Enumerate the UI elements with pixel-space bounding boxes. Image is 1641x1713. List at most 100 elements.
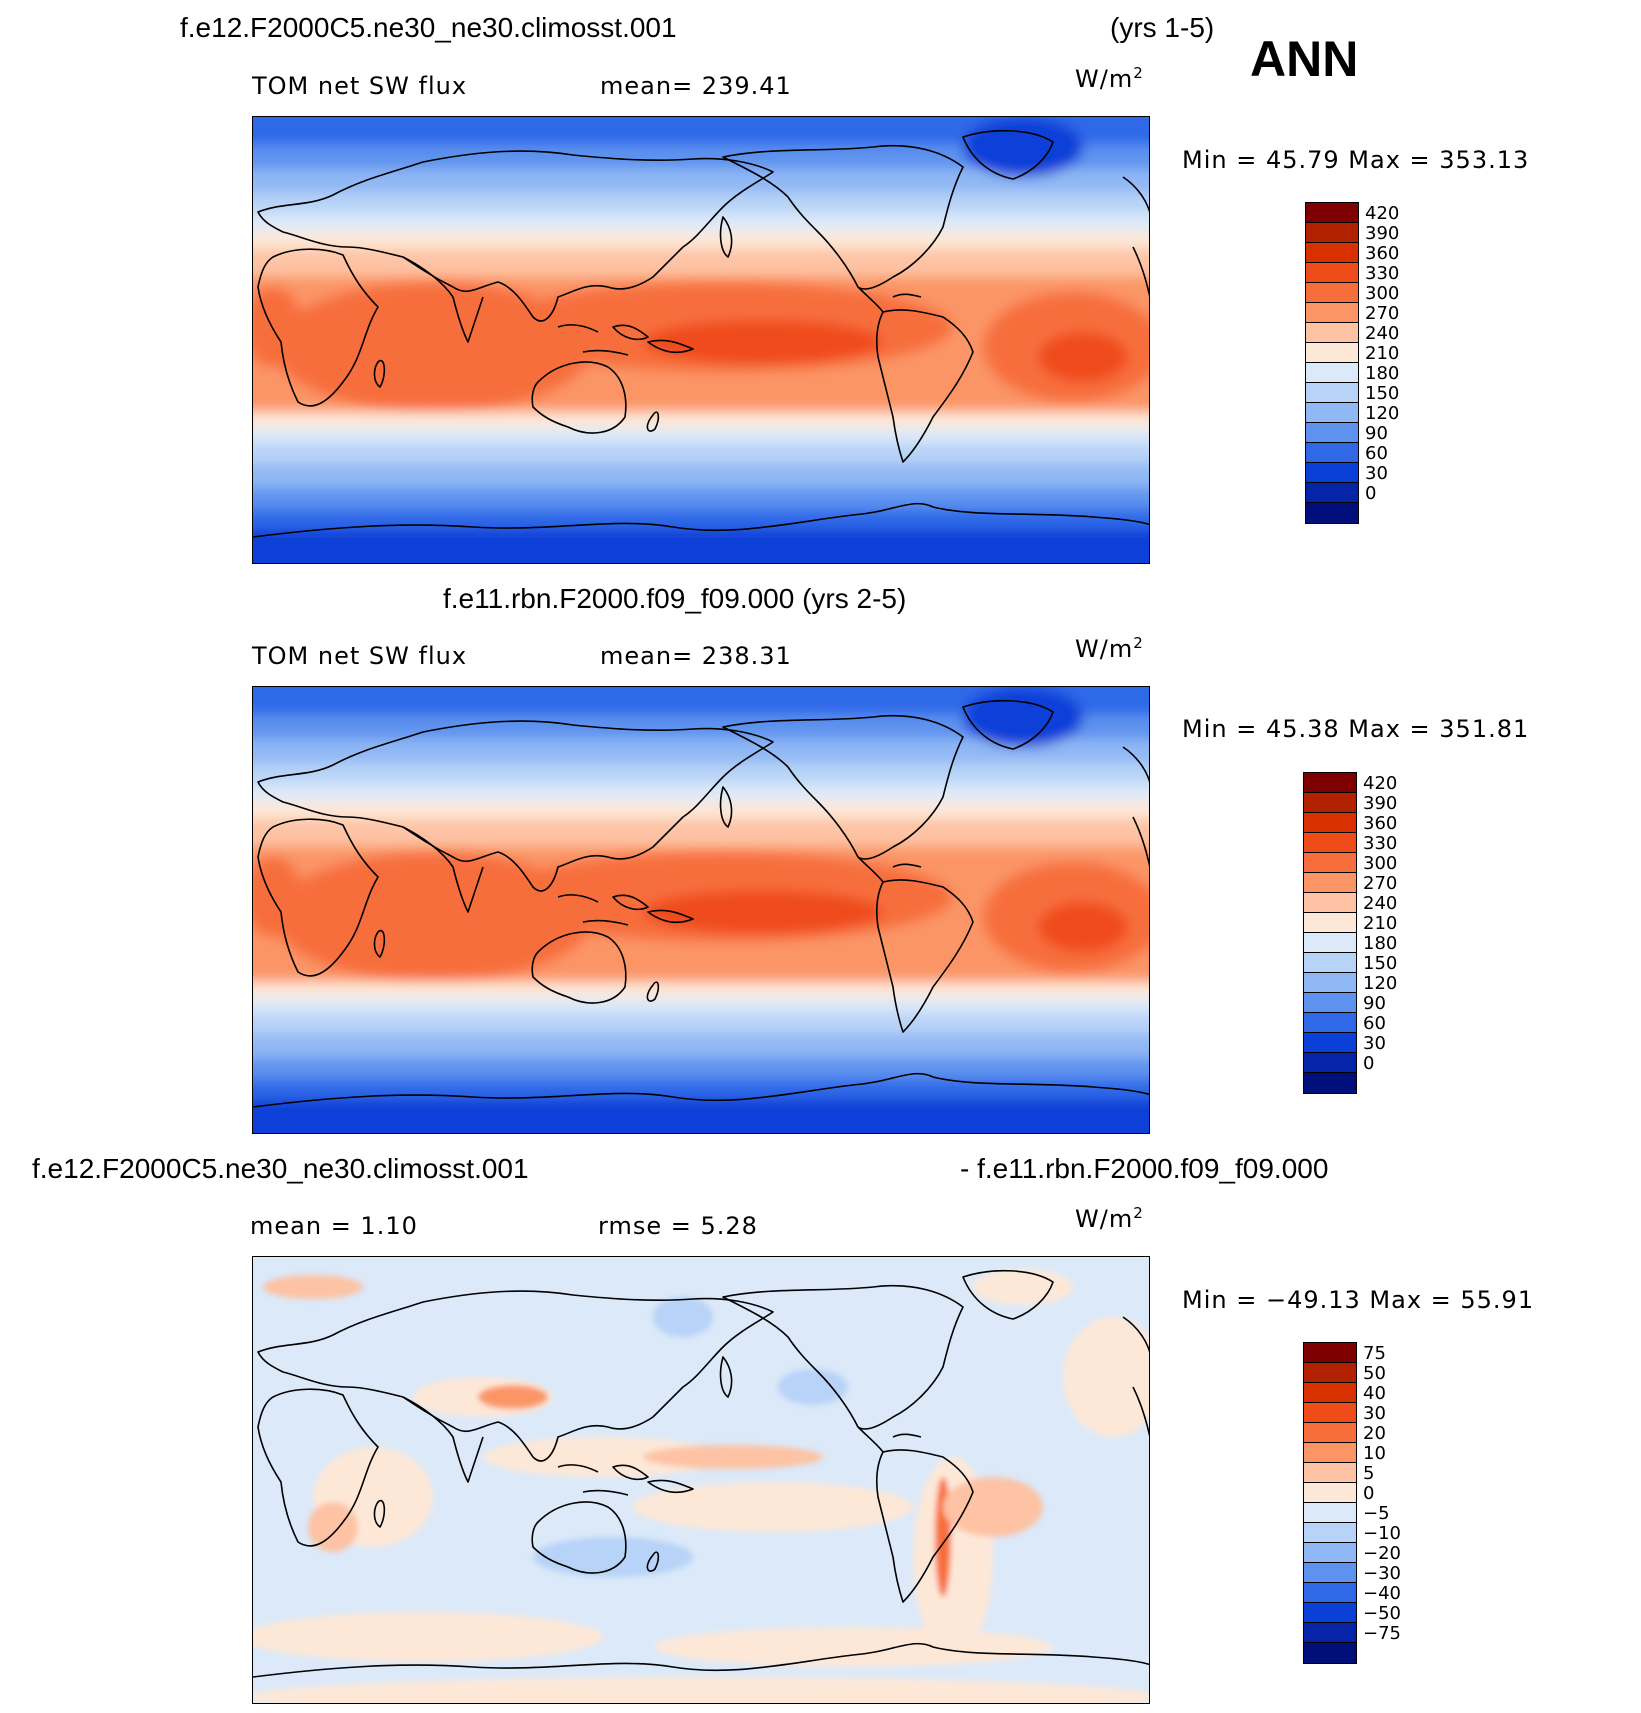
colorbar-label: 0 (1365, 483, 1377, 504)
colorbar-label: 90 (1363, 993, 1386, 1014)
colorbar-cell (1304, 953, 1356, 973)
panel2-map (252, 686, 1150, 1134)
colorbar-cell (1304, 1483, 1356, 1503)
colorbar-label: 390 (1365, 223, 1400, 244)
colorbar-label: 210 (1365, 343, 1400, 364)
panel1-map (252, 116, 1150, 564)
panel3-mean: mean = 1.10 (250, 1212, 418, 1240)
colorbar-cell (1306, 483, 1358, 503)
colorbar-label: 390 (1363, 793, 1398, 814)
colorbar-label: 150 (1363, 953, 1398, 974)
colorbar-cell (1306, 343, 1358, 363)
colorbar-cell (1304, 1523, 1356, 1543)
colorbar-cell (1304, 993, 1356, 1013)
colorbar-cell (1304, 1623, 1356, 1643)
colorbar-label: −50 (1363, 1603, 1401, 1624)
colorbar-cell (1304, 933, 1356, 953)
panel2-field-svg (253, 687, 1149, 1134)
colorbar-label: 360 (1365, 243, 1400, 264)
panel2-units: W/m2 (1075, 634, 1144, 663)
colorbar-label: 5 (1363, 1463, 1375, 1484)
panel1-title-right: (yrs 1-5) (1110, 12, 1215, 43)
colorbar-label: 20 (1363, 1423, 1386, 1444)
colorbar-label: −40 (1363, 1583, 1401, 1604)
panel1-colorbar (1305, 202, 1359, 524)
colorbar-cell (1306, 243, 1358, 263)
panel3-rmse: rmse = 5.28 (598, 1212, 758, 1240)
colorbar-cell (1304, 853, 1356, 873)
colorbar-label: 0 (1363, 1053, 1375, 1074)
colorbar-label: −5 (1363, 1503, 1390, 1524)
colorbar-cell (1304, 1033, 1356, 1053)
panel1-minmax: Min = 45.79 Max = 353.13 (1182, 146, 1530, 174)
colorbar-cell (1304, 1543, 1356, 1563)
colorbar-cell (1304, 893, 1356, 913)
panel3-title-right: - f.e11.rbn.F2000.f09_f09.000 (960, 1153, 1329, 1184)
colorbar-label: 420 (1365, 203, 1400, 224)
colorbar-cell (1306, 383, 1358, 403)
colorbar-label: 180 (1365, 363, 1400, 384)
colorbar-cell (1304, 1343, 1356, 1363)
colorbar-cell (1306, 443, 1358, 463)
colorbar-cell (1304, 1603, 1356, 1623)
colorbar-label: −30 (1363, 1563, 1401, 1584)
colorbar-cell (1304, 793, 1356, 813)
colorbar-cell (1306, 303, 1358, 323)
colorbar-cell (1304, 1013, 1356, 1033)
colorbar-label: 0 (1363, 1483, 1375, 1504)
colorbar-label: 90 (1365, 423, 1388, 444)
colorbar-cell (1306, 463, 1358, 483)
colorbar-cell (1306, 403, 1358, 423)
colorbar-label: 300 (1365, 283, 1400, 304)
colorbar-cell (1304, 1053, 1356, 1073)
colorbar-label: 210 (1363, 913, 1398, 934)
panel3-units: W/m2 (1075, 1204, 1144, 1233)
colorbar-label: 180 (1363, 933, 1398, 954)
colorbar-cell (1304, 1443, 1356, 1463)
colorbar-cell (1306, 503, 1358, 523)
colorbar-label: 420 (1363, 773, 1398, 794)
colorbar-label: 150 (1365, 383, 1400, 404)
colorbar-label: −20 (1363, 1543, 1401, 1564)
colorbar-label: 240 (1363, 893, 1398, 914)
colorbar-cell (1304, 1073, 1356, 1093)
panel2-variable-label: TOM net SW flux (252, 642, 468, 670)
colorbar-label: 30 (1363, 1403, 1386, 1424)
colorbar-cell (1304, 1583, 1356, 1603)
panel3-map (252, 1256, 1150, 1704)
colorbar-cell (1306, 323, 1358, 343)
panel2-minmax: Min = 45.38 Max = 351.81 (1182, 715, 1530, 743)
panel2-colorbar (1303, 772, 1357, 1094)
colorbar-cell (1304, 813, 1356, 833)
colorbar-label: 270 (1363, 873, 1398, 894)
colorbar-label: 75 (1363, 1343, 1386, 1364)
panel1-variable-label: TOM net SW flux (252, 72, 468, 100)
colorbar-label: 50 (1363, 1363, 1386, 1384)
colorbar-label: −10 (1363, 1523, 1401, 1544)
colorbar-cell (1304, 873, 1356, 893)
panel3-title-left: f.e12.F2000C5.ne30_ne30.climosst.001 (32, 1153, 529, 1184)
colorbar-label: 30 (1363, 1033, 1386, 1054)
colorbar-cell (1304, 1463, 1356, 1483)
colorbar-cell (1306, 203, 1358, 223)
colorbar-label: 270 (1365, 303, 1400, 324)
panel3-minmax: Min = −49.13 Max = 55.91 (1182, 1286, 1535, 1314)
panel1-field-svg (253, 117, 1149, 564)
colorbar-label: −75 (1363, 1623, 1401, 1644)
colorbar-label: 120 (1363, 973, 1398, 994)
colorbar-label: 60 (1363, 1013, 1386, 1034)
panel3-colorbar (1303, 1342, 1357, 1664)
colorbar-cell (1304, 1503, 1356, 1523)
colorbar-label: 330 (1363, 833, 1398, 854)
panel2-mean: mean= 238.31 (600, 642, 792, 670)
colorbar-cell (1306, 223, 1358, 243)
colorbar-label: 40 (1363, 1383, 1386, 1404)
colorbar-cell (1304, 913, 1356, 933)
colorbar-cell (1304, 1563, 1356, 1583)
colorbar-cell (1306, 263, 1358, 283)
colorbar-cell (1304, 1423, 1356, 1443)
colorbar-cell (1306, 423, 1358, 443)
colorbar-cell (1304, 973, 1356, 993)
panel1-mean: mean= 239.41 (600, 72, 792, 100)
colorbar-cell (1304, 1363, 1356, 1383)
